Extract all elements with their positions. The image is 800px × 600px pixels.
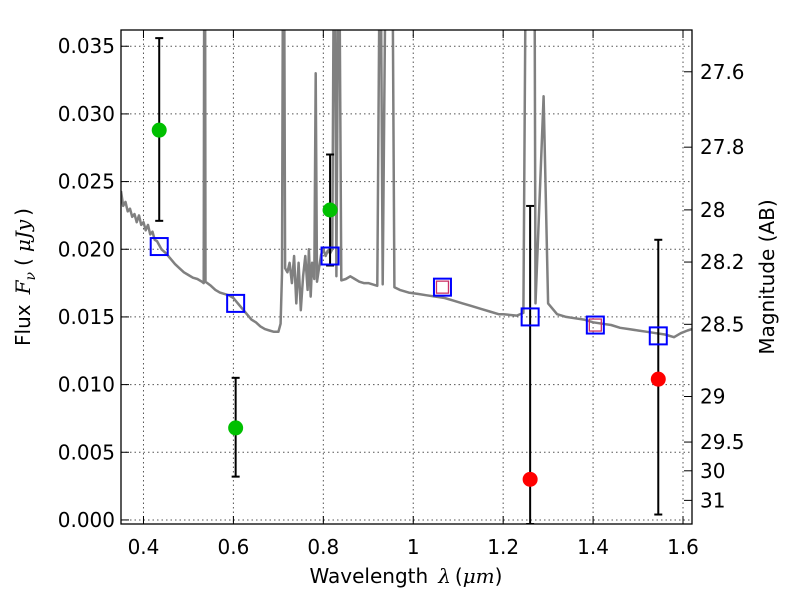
x-tick-label: 1.4 — [577, 535, 609, 559]
y-tick-label: 0.005 — [58, 440, 115, 464]
mag-tick-label: 29 — [700, 385, 725, 409]
template-sed-line — [121, 30, 692, 339]
detection-point — [151, 122, 167, 138]
upper-limit-point — [522, 471, 538, 487]
y-tick-label: 0.035 — [58, 34, 115, 58]
model-flux-box — [226, 293, 246, 313]
y-tick-label: 0.000 — [58, 508, 115, 532]
observed-points — [151, 122, 666, 487]
y-tick-label: 0.020 — [58, 237, 115, 261]
right-axis-label: Magnitude (AB) — [755, 199, 779, 354]
y-tick-label: 0.025 — [58, 170, 115, 194]
y-tick-label: 0.030 — [58, 102, 115, 126]
error-bars — [155, 37, 663, 524]
model-flux-box — [149, 237, 169, 257]
model-flux-inner-box — [588, 318, 602, 332]
mag-tick-label: 31 — [700, 488, 725, 512]
x-tick-label: 0.6 — [217, 535, 249, 559]
axis-ticks: 0.4 0.6 0.8 1 1.2 1.4 1.6 0.000 0.005 0.010 0.015 0… — [58, 30, 745, 559]
model-flux-box — [648, 326, 668, 346]
mag-tick-label: 28.5 — [700, 312, 745, 336]
model-flux-box — [320, 246, 340, 266]
y-axis-label: FluxFν(μJy) — [11, 208, 39, 346]
y-tick-label: 0.015 — [58, 305, 115, 329]
mag-tick-label: 27.8 — [700, 135, 745, 159]
x-tick-label: 1.6 — [667, 535, 699, 559]
mag-tick-label: 30 — [700, 459, 725, 483]
model-flux-inner-box — [435, 280, 450, 294]
x-tick-label: 1 — [407, 535, 420, 559]
x-tick-label: 1.2 — [487, 535, 519, 559]
grid — [121, 30, 692, 524]
model-flux-boxes — [149, 237, 668, 346]
model-flux-box — [520, 307, 540, 327]
plot-frame — [120, 29, 693, 525]
mag-tick-label: 28.2 — [700, 250, 745, 274]
detection-point — [228, 420, 244, 436]
x-tick-label: 0.4 — [128, 535, 160, 559]
model-flux-box — [585, 315, 605, 335]
detection-point — [322, 202, 338, 218]
mag-tick-label: 29.5 — [700, 430, 745, 454]
upper-limit-point — [650, 371, 666, 387]
mag-tick-label: 27.6 — [700, 60, 745, 84]
mag-tick-label: 28 — [700, 198, 725, 222]
x-axis-label: Wavelength λ (μm) — [310, 564, 503, 588]
x-tick-label: 0.8 — [307, 535, 339, 559]
plot-area — [121, 30, 692, 524]
model-flux-box — [432, 277, 452, 297]
y-tick-label: 0.010 — [58, 373, 115, 397]
